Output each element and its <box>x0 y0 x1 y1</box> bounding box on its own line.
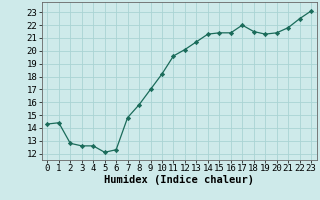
X-axis label: Humidex (Indice chaleur): Humidex (Indice chaleur) <box>104 175 254 185</box>
